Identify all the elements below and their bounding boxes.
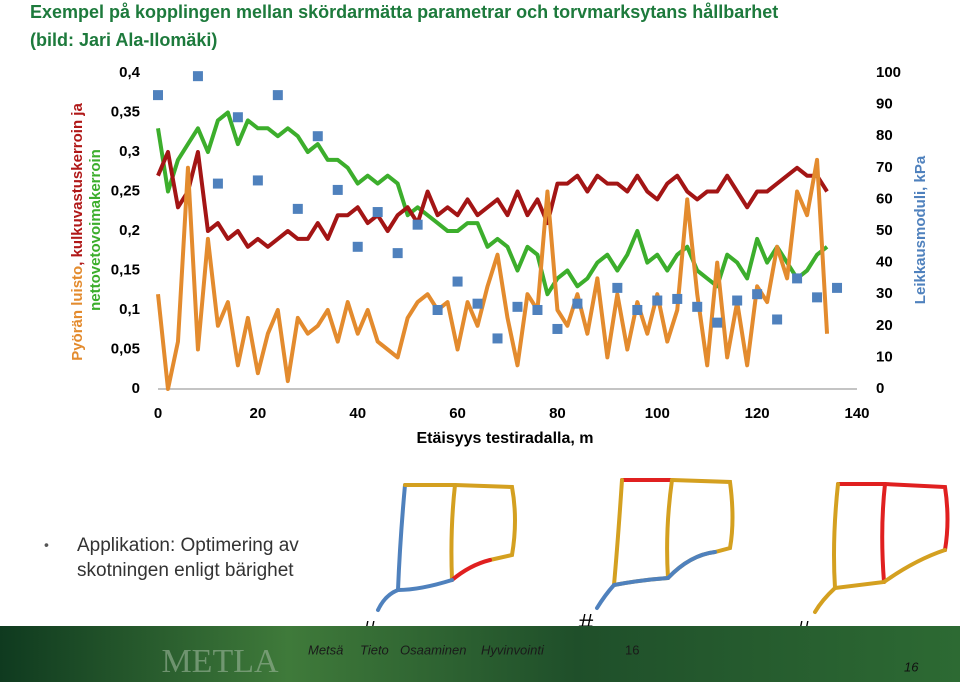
data-point xyxy=(232,112,243,123)
route xyxy=(665,478,674,580)
data-point xyxy=(772,314,783,325)
y2-tick-label: 10 xyxy=(876,348,893,365)
route xyxy=(880,482,887,584)
data-point xyxy=(192,71,203,82)
data-point xyxy=(492,333,503,344)
y-axis-label: Pyörän luisto, kulkuvastuskerroin ja xyxy=(69,103,86,361)
y-tick-label: 0 xyxy=(132,380,140,397)
y2-tick-label: 40 xyxy=(876,254,893,271)
data-point xyxy=(372,207,383,218)
title: Exempel på kopplingen mellan skördarmätt… xyxy=(30,2,778,22)
y-tick-label: 0,1 xyxy=(119,301,140,318)
y2-tick-label: 90 xyxy=(876,96,893,113)
logo: METLA xyxy=(161,643,279,680)
data-point xyxy=(212,178,223,189)
data-point xyxy=(712,317,723,328)
data-point xyxy=(512,301,523,312)
bullet-text: skotningen enligt bärighet xyxy=(77,560,294,581)
x-tick-label: 60 xyxy=(449,405,466,422)
x-tick-label: 120 xyxy=(745,405,770,422)
y-tick-label: 0,35 xyxy=(111,103,140,120)
route xyxy=(449,483,457,582)
data-point xyxy=(652,295,663,306)
footer-bar xyxy=(0,626,960,682)
y-tick-label: 0,15 xyxy=(111,261,140,278)
y-tick-label: 0,4 xyxy=(119,64,141,81)
route xyxy=(595,550,717,610)
diagrams xyxy=(376,478,950,614)
footer-word: Metsä xyxy=(308,642,343,657)
x-tick-label: 40 xyxy=(349,405,366,422)
data-point xyxy=(672,293,683,304)
data-point xyxy=(392,248,403,259)
data-point xyxy=(352,241,363,252)
y2-tick-label: 30 xyxy=(876,285,893,302)
data-point xyxy=(252,175,263,186)
y2-tick-label: 70 xyxy=(876,159,893,176)
data-point xyxy=(412,219,423,230)
data-point xyxy=(692,301,703,312)
data-point xyxy=(452,276,463,287)
route xyxy=(836,482,950,552)
subtitle: (bild: Jari Ala-Ilomäki) xyxy=(30,30,217,50)
x-tick-label: 100 xyxy=(645,405,670,422)
y2-axis-label: Leikkausmoduli, kPa xyxy=(912,155,929,304)
y2-tick-label: 0 xyxy=(876,380,884,397)
data-point xyxy=(812,292,823,303)
x-tick-label: 140 xyxy=(844,405,869,422)
y-tick-label: 0,3 xyxy=(119,143,140,160)
data-point xyxy=(332,184,343,195)
page-number: 16 xyxy=(904,659,919,674)
footer-word: Hyvinvointi xyxy=(481,642,545,657)
page-number: 16 xyxy=(625,642,639,657)
route xyxy=(376,578,454,612)
data-point xyxy=(832,282,843,293)
route xyxy=(832,482,840,590)
bullet-text: Applikation: Optimering av xyxy=(77,535,299,556)
footer-word: Osaaminen xyxy=(400,642,466,657)
footer-word: Tieto xyxy=(360,642,389,657)
y2-tick-label: 50 xyxy=(876,222,893,239)
x-tick-label: 20 xyxy=(250,405,267,422)
y2-tick-label: 80 xyxy=(876,127,893,144)
y-tick-label: 0,25 xyxy=(111,182,140,199)
bullet-dot: • xyxy=(44,537,49,553)
data-point xyxy=(472,298,483,309)
route xyxy=(450,558,492,582)
data-point xyxy=(272,90,283,101)
data-point xyxy=(632,305,643,315)
data-point xyxy=(612,282,623,293)
y-label-part: nettovetovoimakerroin xyxy=(87,149,104,311)
data-point xyxy=(153,90,163,101)
x-tick-label: 80 xyxy=(549,405,566,422)
data-point xyxy=(432,305,443,315)
route xyxy=(813,548,947,614)
footer-words: Metsä Tieto Osaaminen Hyvinvointi xyxy=(308,642,545,657)
y-label-part: , kulkuvastuskerroin ja xyxy=(69,103,86,266)
y2-tick-label: 20 xyxy=(876,317,893,334)
route xyxy=(453,483,517,562)
y2-tick-label: 60 xyxy=(876,190,893,207)
x-axis-label: Etäisyys testiradalla, m xyxy=(417,430,594,447)
data-point xyxy=(552,323,563,334)
data-point xyxy=(752,289,763,300)
data-point xyxy=(532,305,543,315)
y-label-part: Pyörän luisto xyxy=(69,266,86,361)
data-point xyxy=(732,295,743,306)
route xyxy=(612,478,735,587)
data-point xyxy=(792,273,803,284)
route xyxy=(396,483,407,592)
data-point xyxy=(312,131,323,142)
data-line xyxy=(156,157,830,391)
y-tick-label: 0,05 xyxy=(111,340,140,357)
data-point xyxy=(292,203,303,214)
y2-tick-label: 100 xyxy=(876,64,901,81)
x-tick-label: 0 xyxy=(154,405,162,422)
data-line xyxy=(156,150,829,249)
route xyxy=(612,478,624,587)
data-point xyxy=(572,298,583,309)
y-tick-label: 0,2 xyxy=(119,222,140,239)
